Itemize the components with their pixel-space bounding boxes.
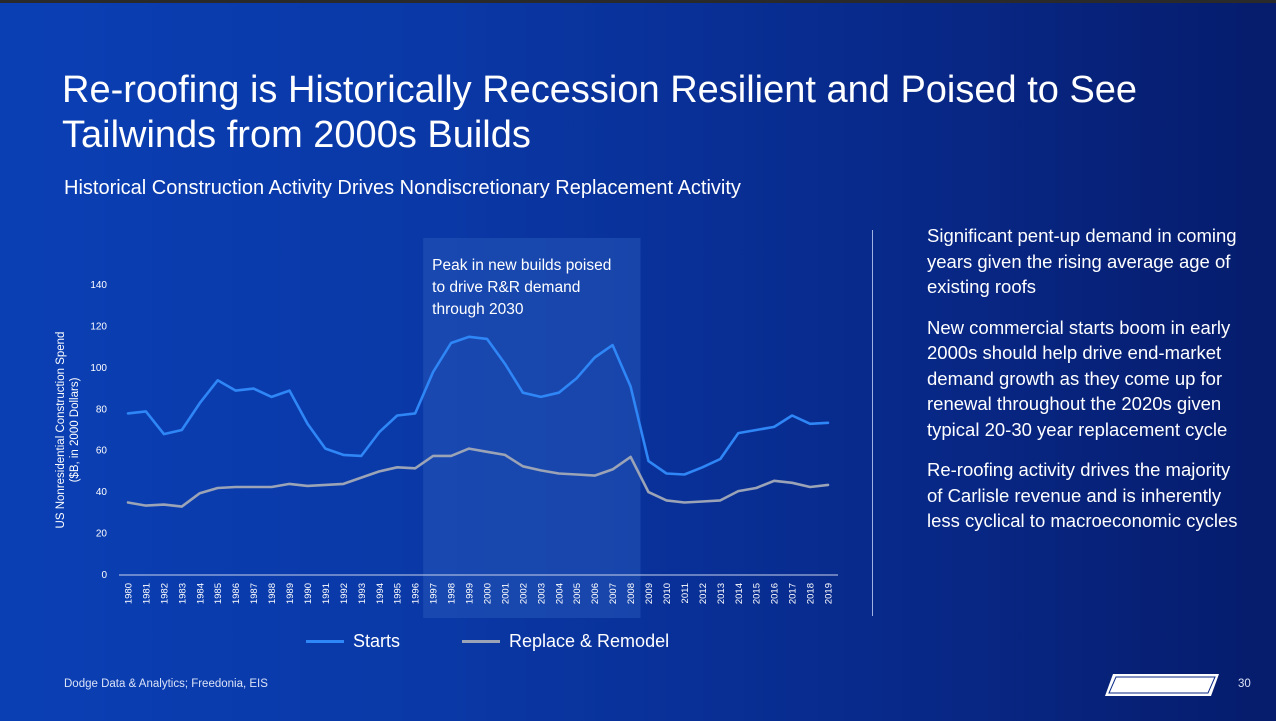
y-axis-title: US Nonresidential Construction Spend ($B,…: [55, 332, 81, 529]
x-tick-label: 2010: [662, 583, 673, 604]
x-tick-label: 2000: [482, 583, 493, 604]
carlisle-logo: [1105, 674, 1219, 696]
y-tick-label: 100: [90, 363, 107, 374]
y-tick-label: 0: [101, 570, 107, 581]
x-tick-label: 2015: [752, 583, 763, 604]
x-tick-label: 1982: [159, 583, 170, 604]
series-line-starts: [126, 335, 830, 476]
commentary-paragraph-3: Re-roofing activity drives the majority …: [927, 459, 1238, 531]
x-tick-label: 1997: [429, 583, 440, 604]
x-tick-label: 1985: [213, 583, 224, 604]
y-tick-label: 40: [96, 487, 108, 498]
y-tick-label: 80: [96, 404, 108, 415]
x-tick-label: 2001: [500, 583, 511, 604]
x-tick-label: 1981: [141, 583, 152, 604]
legend-item-replace-remodel: Replace & Remodel: [462, 631, 669, 652]
x-tick-label: 2002: [518, 583, 529, 604]
x-tick-label: 2012: [698, 583, 709, 604]
x-tick-label: 1993: [357, 583, 368, 604]
x-tick-label: 2011: [680, 583, 691, 603]
x-tick-label: 1989: [285, 583, 296, 604]
x-tick-label: 1983: [177, 583, 188, 604]
x-tick-label: 2018: [806, 583, 817, 604]
page-number: 30: [1238, 678, 1251, 690]
x-tick-label: 2017: [788, 583, 799, 604]
x-tick-label: 1994: [375, 583, 386, 604]
x-tick-label: 1990: [303, 583, 314, 604]
column-divider: [872, 230, 873, 616]
x-tick-label: 1986: [231, 583, 242, 604]
legend-label-starts: Starts: [353, 631, 401, 651]
x-tick-label: 2009: [644, 583, 655, 604]
x-tick-label: 1992: [339, 583, 350, 604]
highlight-band: [423, 238, 641, 618]
top-bar: [0, 0, 1276, 3]
x-tick-label: 2016: [770, 583, 781, 604]
x-tick-label: 2014: [734, 583, 745, 604]
x-tick-label: 1987: [249, 583, 260, 604]
x-tick-label: 2007: [608, 583, 619, 604]
y-tick-label: 140: [90, 280, 107, 291]
x-tick-label: 2008: [626, 583, 637, 604]
x-tick-label: 2006: [590, 583, 601, 604]
legend-label-replace-remodel: Replace & Remodel: [509, 631, 670, 651]
legend-item-starts: Starts: [306, 631, 400, 652]
x-tick-label: 2004: [554, 583, 565, 604]
y-tick-label: 60: [96, 446, 108, 457]
commentary-panel: Significant pent-up demand in coming yea…: [927, 223, 1247, 549]
commentary-paragraph-1: Significant pent-up demand in coming yea…: [927, 225, 1237, 297]
legend-swatch-replace-remodel: [462, 640, 500, 643]
x-tick-label: 2003: [536, 583, 547, 604]
y-tick-label: 20: [96, 529, 108, 540]
x-tick-label: 1999: [465, 583, 476, 604]
legend-swatch-starts: [306, 640, 344, 643]
slide-subtitle: Historical Construction Activity Drives …: [64, 177, 741, 199]
source-note: Dodge Data & Analytics; Freedonia, EIS: [64, 678, 268, 690]
highlight-annotation: Peak in new builds poised to drive R&R de…: [432, 257, 611, 318]
series-line-replace-remodel: [126, 447, 830, 508]
x-tick-label: 1988: [267, 583, 278, 604]
x-tick-label: 1991: [321, 583, 332, 604]
x-tick-label: 1980: [124, 583, 135, 604]
slide-title: Re-roofing is Historically Recession Res…: [62, 69, 1138, 156]
x-tick-label: 2005: [572, 583, 583, 604]
x-tick-label: 2019: [824, 583, 835, 604]
x-tick-label: 1996: [411, 583, 422, 604]
x-tick-label: 2013: [716, 583, 727, 604]
x-tick-label: 1984: [195, 583, 206, 604]
commentary-paragraph-2: New commercial starts boom in early 2000…: [927, 316, 1231, 440]
x-tick-label: 1995: [393, 583, 404, 604]
line-chart: Peak in new builds poised to drive R&R de…: [55, 238, 838, 618]
x-tick-label: 1998: [447, 583, 458, 604]
y-tick-label: 120: [90, 321, 107, 332]
